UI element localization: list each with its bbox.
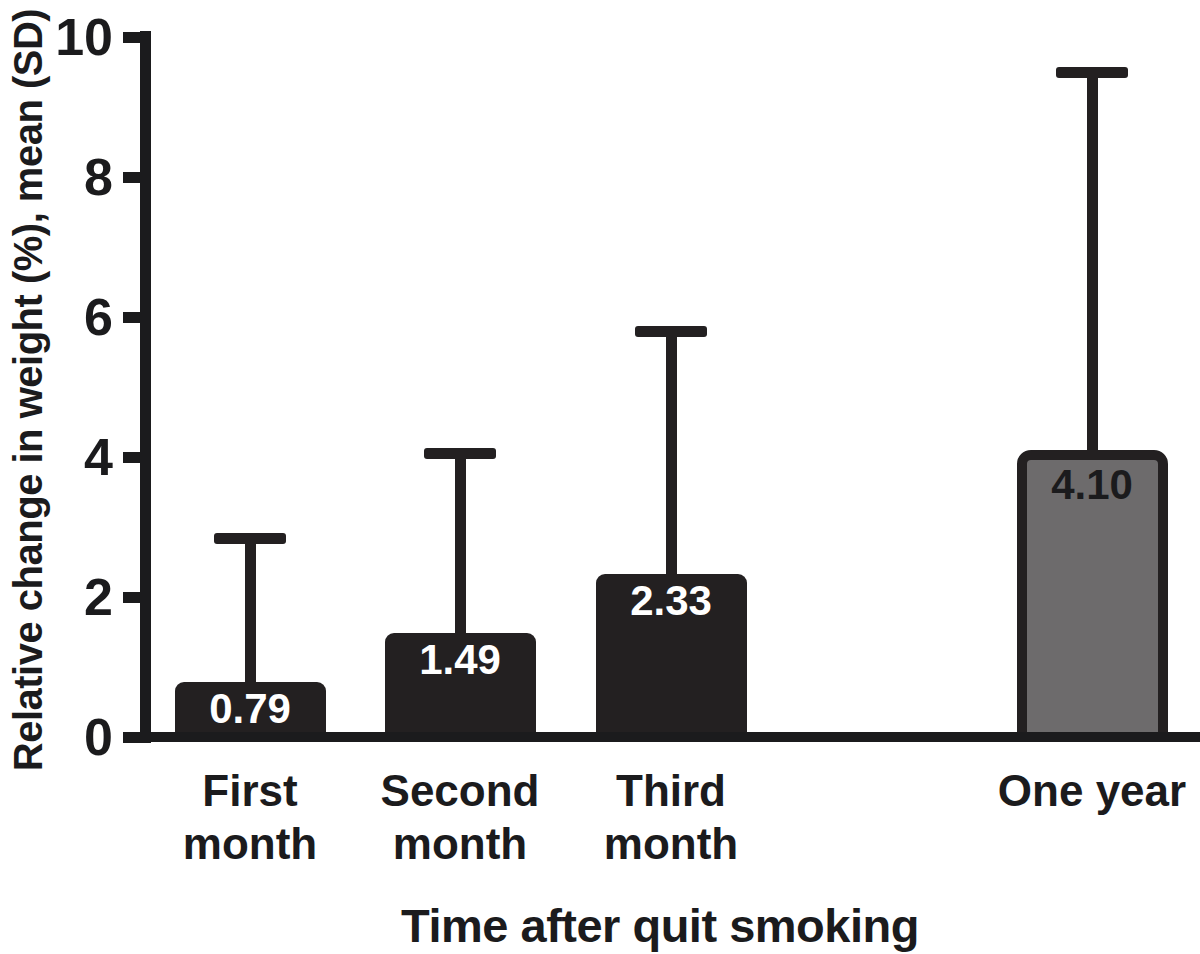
y-axis-tick	[123, 592, 145, 603]
x-category-label: Third month	[501, 764, 841, 870]
y-axis-tick	[123, 172, 145, 183]
x-axis-title: Time after quit smoking	[140, 898, 1180, 954]
bar-value-label: 1.49	[385, 639, 536, 681]
y-tick-label: 8	[0, 150, 113, 204]
y-tick-label: 0	[0, 710, 113, 764]
error-bar-stem	[245, 538, 256, 690]
bar-value-label: 0.79	[175, 688, 326, 730]
x-axis-line	[123, 732, 1200, 742]
y-tick-label: 4	[0, 430, 113, 484]
y-axis-tick	[123, 32, 145, 43]
error-bar-stem	[666, 331, 677, 582]
error-bar-cap	[214, 533, 286, 544]
y-axis-tick	[123, 732, 145, 743]
error-bar-cap	[424, 448, 496, 459]
bar-value-label: 4.10	[1017, 464, 1168, 506]
bar-value-label: 2.33	[596, 580, 747, 622]
y-axis-tick	[123, 452, 145, 463]
error-bar-cap	[635, 326, 707, 337]
y-tick-label: 6	[0, 290, 113, 344]
y-axis-tick	[123, 312, 145, 323]
y-axis-title: Relative change in weight (%), mean (SD)	[6, 9, 51, 771]
x-category-label: One year	[922, 764, 1200, 817]
error-bar-cap	[1056, 67, 1128, 78]
bar-chart-figure: Relative change in weight (%), mean (SD)…	[0, 0, 1200, 954]
error-bar-stem	[1087, 72, 1098, 458]
y-axis-line	[140, 31, 151, 743]
error-bar-stem	[455, 453, 466, 641]
y-tick-label: 2	[0, 570, 113, 624]
page: { "chart_data": { "type": "bar", "title"…	[0, 0, 1200, 954]
y-tick-label: 10	[0, 10, 113, 64]
